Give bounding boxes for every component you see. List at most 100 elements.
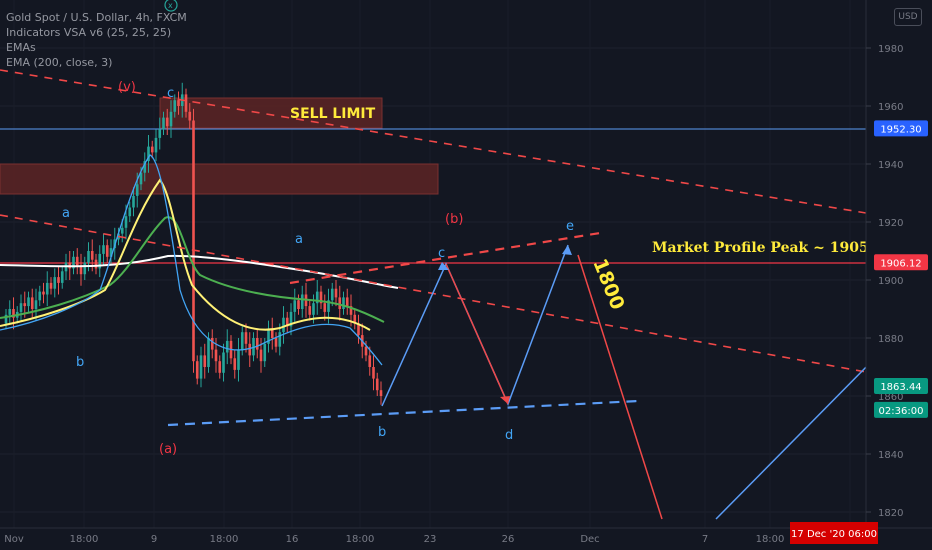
price-tick-label: 1920 — [878, 218, 903, 229]
time-tick-label: 18:00 — [756, 534, 785, 545]
triangle-upper-line — [289, 231, 601, 285]
candle-body — [353, 314, 357, 324]
wave-label-b-left: b — [76, 355, 84, 370]
indicator-vsa[interactable]: Indicators VSA v6 (25, 25, 25) — [6, 26, 172, 39]
candle-body — [270, 329, 274, 338]
candle-body — [327, 300, 330, 312]
indicator-ema200[interactable]: EMA (200, close, 3) — [6, 56, 113, 69]
candle-body — [94, 259, 98, 269]
candle-body — [364, 346, 368, 356]
wave-label-d: d — [505, 428, 513, 443]
candle-body — [158, 129, 162, 138]
arrowhead-c — [438, 262, 449, 270]
candle-body — [42, 291, 45, 295]
arrowhead-e — [562, 245, 572, 255]
candle-body — [278, 332, 282, 347]
candle-body — [293, 300, 297, 312]
wave-label-a-left: a — [62, 206, 70, 221]
ema-blue-line — [0, 154, 383, 366]
candle-body — [195, 361, 199, 379]
price-tag-text: 1906.12 — [880, 258, 921, 269]
candle-body — [255, 338, 259, 350]
price-tick-label: 1960 — [878, 102, 903, 113]
currency-button[interactable]: USD — [894, 8, 922, 26]
candle-body — [143, 161, 147, 173]
candle-body — [282, 317, 285, 333]
indicator-emas[interactable]: EMAs — [6, 41, 36, 54]
ema-green-line — [0, 216, 385, 323]
time-tick-label: 18:00 — [210, 534, 239, 545]
candle-body — [105, 245, 109, 257]
candle-body — [342, 297, 345, 309]
candle-body — [162, 117, 165, 130]
candle-body — [45, 282, 49, 295]
candle-body — [259, 349, 263, 362]
supply-zone-lower — [0, 163, 439, 195]
candle-body — [308, 306, 312, 315]
grid — [0, 47, 866, 513]
candle-body — [30, 297, 34, 309]
candle-body — [345, 297, 349, 307]
candle-body — [12, 309, 15, 318]
candle-body — [139, 172, 143, 185]
time-tick-label: 9 — [151, 534, 157, 545]
time-tag-bg — [790, 522, 878, 544]
candle-body — [319, 291, 323, 304]
candle-body — [154, 137, 158, 153]
price-tags: 1952.30 1906.12 1863.44 02:36:00 — [874, 120, 928, 418]
candle-body — [4, 314, 8, 324]
price-tag-bg — [874, 401, 928, 418]
alert-circle — [164, 0, 178, 12]
price-tick-label: 1880 — [878, 334, 903, 345]
candle-body — [372, 367, 375, 379]
candle-body — [289, 311, 293, 327]
triangle-lower-line — [167, 399, 639, 427]
price-tick-label: 1940 — [878, 160, 903, 171]
time-tick-label: 7 — [702, 534, 708, 545]
candle-body — [38, 291, 42, 301]
sell-limit-label: SELL LIMIT — [290, 106, 376, 122]
price-tick-label: 1860 — [878, 392, 903, 403]
price-tag-bg — [874, 120, 928, 137]
price-tag-text: 1952.30 — [880, 124, 921, 135]
projection-paths — [381, 244, 878, 520]
candle-body — [210, 338, 214, 350]
candle-body — [173, 100, 177, 112]
candle-body — [87, 251, 90, 263]
candle-body — [248, 343, 252, 356]
time-axis[interactable] — [0, 527, 932, 550]
price-tag-bg — [874, 378, 928, 395]
candle-body — [102, 245, 105, 254]
candle-body — [8, 309, 12, 315]
wave-label-b-mid: (b) — [445, 212, 463, 227]
candle-body — [214, 349, 218, 362]
candle-body — [72, 256, 75, 269]
upper-trendline — [0, 69, 867, 214]
candle-body — [233, 358, 237, 370]
time-tick-label: 23 — [424, 534, 437, 545]
candle-body — [207, 338, 210, 367]
candle-body — [297, 300, 300, 309]
wave-label-a-mid: a — [295, 232, 303, 247]
candle-body — [357, 323, 360, 336]
candle-body — [192, 120, 195, 362]
time-tick-label: Dec — [580, 534, 599, 545]
symbol-title[interactable]: Gold Spot / U.S. Dollar, 4h, FXCM — [6, 11, 187, 24]
candle-body — [135, 184, 139, 196]
price-tag-bg — [874, 254, 928, 271]
alert-marker[interactable]: x — [164, 0, 178, 12]
wave-label-a-bottom: (a) — [159, 442, 177, 457]
candle-body — [34, 300, 38, 309]
time-tag-text: 17 Dec '20 06:00 — [791, 529, 877, 540]
wave-label-c-mid: c — [438, 246, 445, 261]
candle-body — [252, 338, 255, 356]
candle-body — [375, 378, 379, 391]
price-tick-label: 1840 — [878, 450, 903, 461]
time-tick-label: 26 — [502, 534, 515, 545]
projection-target-leg — [577, 254, 663, 520]
candle-body — [49, 282, 53, 289]
candle-body — [19, 303, 23, 312]
candle-body — [57, 277, 60, 283]
candle-body — [338, 297, 342, 309]
